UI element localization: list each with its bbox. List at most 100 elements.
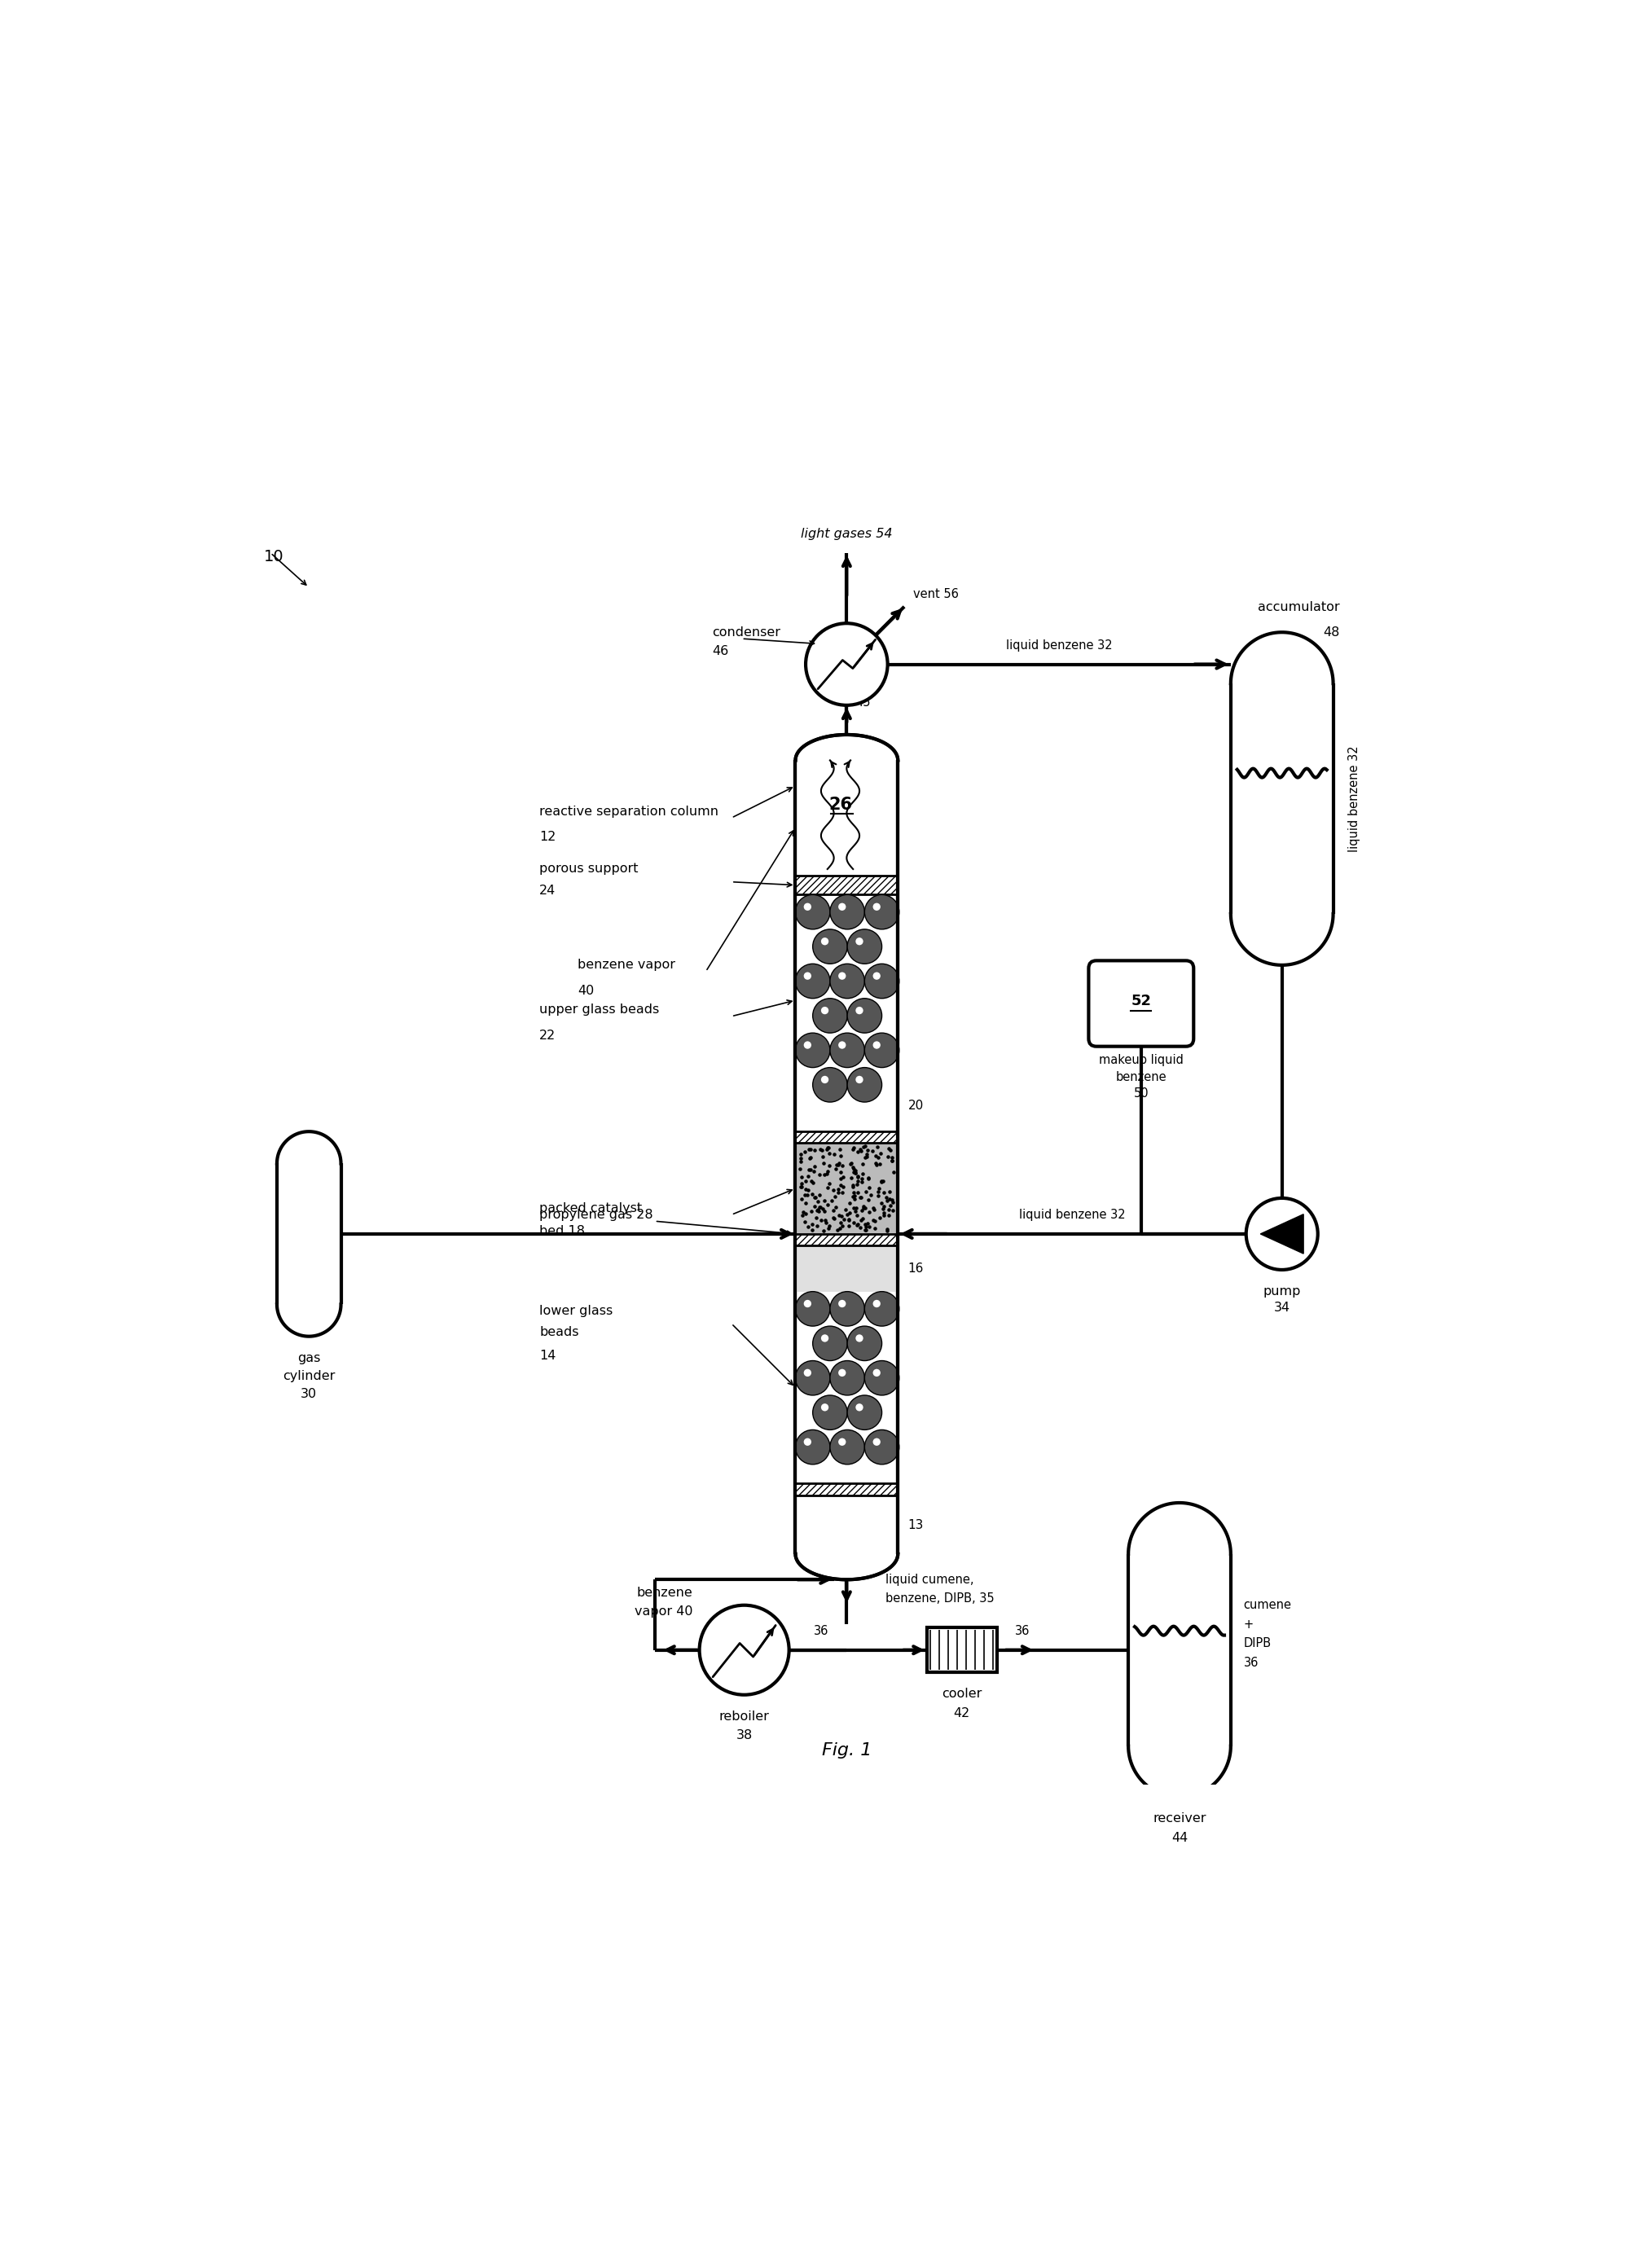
Point bbox=[881, 1153, 907, 1190]
Circle shape bbox=[805, 972, 811, 979]
Point bbox=[828, 1167, 854, 1203]
Point bbox=[871, 1174, 897, 1210]
Point bbox=[800, 1153, 826, 1190]
Point bbox=[843, 1153, 869, 1190]
Point bbox=[791, 1203, 818, 1240]
Circle shape bbox=[838, 902, 846, 911]
Circle shape bbox=[829, 1360, 864, 1396]
Point bbox=[828, 1131, 854, 1167]
Point bbox=[798, 1140, 824, 1176]
Point bbox=[841, 1181, 867, 1217]
Text: 46: 46 bbox=[712, 646, 729, 657]
Text: 24: 24 bbox=[540, 884, 555, 897]
Point bbox=[796, 1140, 823, 1176]
Point bbox=[847, 1133, 874, 1169]
Point bbox=[838, 1144, 864, 1181]
Point bbox=[847, 1181, 874, 1217]
Point bbox=[856, 1160, 882, 1196]
Point bbox=[869, 1162, 895, 1199]
Point bbox=[790, 1194, 816, 1230]
Point bbox=[876, 1181, 902, 1217]
Point bbox=[821, 1172, 847, 1208]
Text: liquid benzene 32: liquid benzene 32 bbox=[1006, 639, 1112, 650]
FancyBboxPatch shape bbox=[1089, 961, 1194, 1047]
Circle shape bbox=[1246, 1199, 1318, 1269]
Text: packed catalyst: packed catalyst bbox=[540, 1203, 643, 1215]
Bar bbox=[796, 875, 899, 895]
Point bbox=[849, 1201, 876, 1237]
Point bbox=[862, 1147, 889, 1183]
Point bbox=[788, 1135, 814, 1172]
Point bbox=[813, 1131, 839, 1167]
Text: liquid benzene 32: liquid benzene 32 bbox=[1019, 1210, 1125, 1221]
Point bbox=[861, 1210, 887, 1246]
Text: 42: 42 bbox=[953, 1706, 970, 1720]
Text: pump: pump bbox=[1264, 1285, 1300, 1298]
Point bbox=[859, 1133, 885, 1169]
Text: 44: 44 bbox=[1171, 1831, 1188, 1845]
Point bbox=[851, 1187, 877, 1224]
Point bbox=[800, 1176, 826, 1212]
Point bbox=[798, 1131, 824, 1167]
Text: 22: 22 bbox=[540, 1029, 555, 1042]
Point bbox=[841, 1174, 867, 1210]
Point bbox=[847, 1203, 874, 1240]
Point bbox=[864, 1178, 890, 1215]
Point bbox=[856, 1160, 882, 1196]
Circle shape bbox=[796, 1360, 829, 1396]
Circle shape bbox=[872, 972, 881, 979]
Point bbox=[841, 1167, 867, 1203]
Point bbox=[816, 1135, 843, 1172]
Point bbox=[808, 1201, 834, 1237]
Point bbox=[856, 1208, 882, 1244]
Text: receiver: receiver bbox=[1153, 1813, 1206, 1824]
Point bbox=[881, 1185, 907, 1221]
Point bbox=[831, 1201, 857, 1237]
Text: cumene: cumene bbox=[1244, 1600, 1292, 1611]
Bar bbox=[796, 1235, 899, 1246]
Point bbox=[788, 1181, 814, 1217]
Point bbox=[871, 1190, 897, 1226]
Point bbox=[798, 1151, 824, 1187]
Point bbox=[844, 1206, 871, 1242]
Point bbox=[831, 1160, 857, 1196]
Point bbox=[841, 1206, 867, 1242]
Point bbox=[791, 1133, 818, 1169]
Point bbox=[844, 1158, 871, 1194]
Point bbox=[828, 1138, 854, 1174]
Point bbox=[793, 1162, 819, 1199]
Point bbox=[805, 1208, 831, 1244]
Circle shape bbox=[805, 1369, 811, 1375]
Point bbox=[836, 1208, 862, 1244]
Point bbox=[836, 1194, 862, 1230]
Point bbox=[844, 1133, 871, 1169]
Point bbox=[838, 1160, 864, 1196]
Bar bbox=[796, 1142, 899, 1235]
Text: 30: 30 bbox=[301, 1387, 317, 1400]
Point bbox=[862, 1203, 889, 1240]
Text: 45: 45 bbox=[856, 696, 871, 709]
Circle shape bbox=[872, 1369, 881, 1375]
Point bbox=[879, 1140, 905, 1176]
Circle shape bbox=[864, 963, 899, 999]
Circle shape bbox=[864, 895, 899, 929]
Text: 36: 36 bbox=[813, 1625, 829, 1638]
Point bbox=[876, 1192, 902, 1228]
Point bbox=[841, 1190, 867, 1226]
Point bbox=[859, 1190, 885, 1226]
Text: benzene: benzene bbox=[638, 1586, 694, 1598]
Point bbox=[849, 1147, 876, 1183]
Point bbox=[814, 1131, 841, 1167]
Point bbox=[841, 1153, 867, 1190]
Point bbox=[826, 1172, 852, 1208]
Point bbox=[805, 1183, 831, 1219]
Circle shape bbox=[829, 963, 864, 999]
Circle shape bbox=[829, 895, 864, 929]
Point bbox=[816, 1210, 843, 1246]
Point bbox=[806, 1156, 833, 1192]
Point bbox=[811, 1156, 838, 1192]
Point bbox=[847, 1131, 874, 1167]
Point bbox=[786, 1151, 813, 1187]
Text: bed 18: bed 18 bbox=[540, 1226, 585, 1237]
Point bbox=[862, 1144, 889, 1181]
